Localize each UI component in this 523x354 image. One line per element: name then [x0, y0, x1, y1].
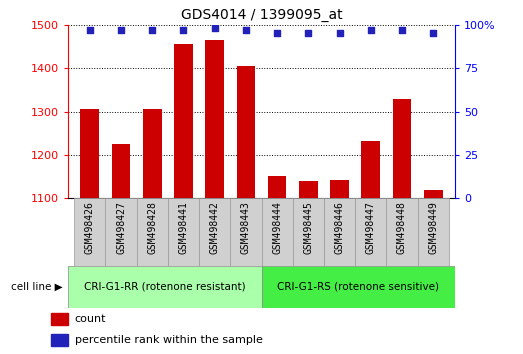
- Point: [242, 27, 250, 33]
- Point: [398, 27, 406, 33]
- Text: CRI-G1-RR (rotenone resistant): CRI-G1-RR (rotenone resistant): [84, 282, 246, 292]
- Point: [117, 27, 125, 33]
- Text: GSM498426: GSM498426: [85, 202, 95, 255]
- Point: [179, 27, 188, 33]
- Bar: [143, 109, 162, 198]
- Text: GSM498446: GSM498446: [335, 202, 345, 255]
- Point: [367, 27, 375, 33]
- Point: [148, 27, 156, 33]
- Text: GSM498449: GSM498449: [428, 202, 438, 255]
- Text: GSM498441: GSM498441: [178, 202, 188, 255]
- Text: GSM498447: GSM498447: [366, 202, 376, 255]
- Bar: [330, 180, 349, 198]
- Bar: [299, 181, 317, 198]
- Bar: [355, 198, 386, 266]
- Text: GSM498428: GSM498428: [147, 202, 157, 255]
- Text: count: count: [75, 314, 106, 324]
- Text: GSM498427: GSM498427: [116, 202, 126, 255]
- Bar: [386, 198, 417, 266]
- Text: CRI-G1-RS (rotenone sensitive): CRI-G1-RS (rotenone sensitive): [277, 282, 439, 292]
- Bar: [424, 190, 442, 198]
- Bar: [236, 66, 255, 198]
- Point: [304, 30, 313, 36]
- Bar: [112, 144, 130, 198]
- Bar: [361, 141, 380, 198]
- Point: [335, 30, 344, 36]
- Bar: [262, 266, 455, 308]
- Text: GSM498445: GSM498445: [303, 202, 313, 255]
- Bar: [68, 266, 262, 308]
- Bar: [262, 198, 293, 266]
- Text: GSM498448: GSM498448: [397, 202, 407, 255]
- Bar: [168, 198, 199, 266]
- Bar: [393, 98, 411, 198]
- Bar: [74, 198, 106, 266]
- Bar: [174, 44, 193, 198]
- Bar: [206, 40, 224, 198]
- Bar: [417, 198, 449, 266]
- Bar: [51, 313, 69, 325]
- Bar: [51, 334, 69, 346]
- Text: GSM498442: GSM498442: [210, 202, 220, 255]
- Point: [86, 27, 94, 33]
- Text: GSM498443: GSM498443: [241, 202, 251, 255]
- Bar: [81, 109, 99, 198]
- Bar: [199, 198, 230, 266]
- Bar: [293, 198, 324, 266]
- Title: GDS4014 / 1399095_at: GDS4014 / 1399095_at: [180, 8, 343, 22]
- Text: cell line ▶: cell line ▶: [11, 282, 63, 292]
- Point: [210, 25, 219, 31]
- Text: GSM498444: GSM498444: [272, 202, 282, 255]
- Bar: [230, 198, 262, 266]
- Bar: [137, 198, 168, 266]
- Bar: [268, 176, 287, 198]
- Point: [273, 30, 281, 36]
- Point: [429, 30, 437, 36]
- Bar: [324, 198, 355, 266]
- Text: percentile rank within the sample: percentile rank within the sample: [75, 335, 263, 345]
- Bar: [106, 198, 137, 266]
